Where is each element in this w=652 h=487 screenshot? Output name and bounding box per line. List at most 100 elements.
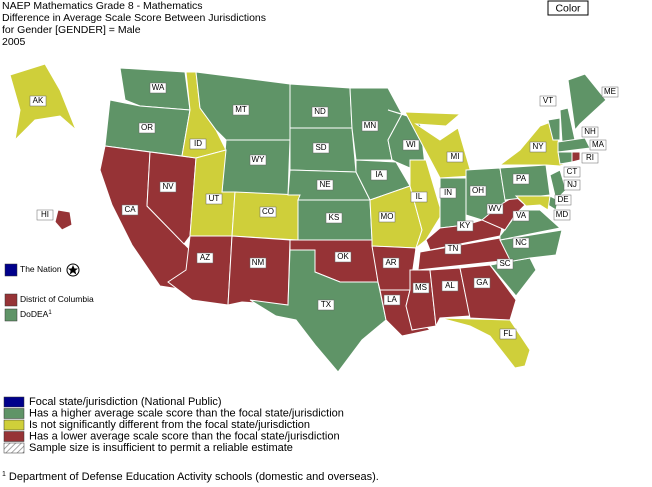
label-box bbox=[563, 179, 581, 191]
state-label: GA bbox=[476, 278, 488, 287]
label-box bbox=[469, 185, 487, 197]
state-label: HI bbox=[41, 210, 49, 219]
state-label: WI bbox=[406, 140, 416, 149]
legend-swatch bbox=[3, 408, 25, 419]
state-label: NY bbox=[532, 142, 544, 151]
label-box bbox=[439, 187, 457, 199]
label-box bbox=[512, 237, 530, 249]
state-labels: WA OR CA NV ID MT WY UT CO AZ NM ND SD NE KS OK TX MN IA MO… bbox=[29, 82, 619, 340]
label-box bbox=[232, 104, 250, 116]
side-label: The Nation bbox=[20, 264, 62, 274]
label-box bbox=[189, 138, 207, 150]
label-box bbox=[512, 173, 530, 185]
state-label: ID bbox=[194, 139, 202, 148]
label-box bbox=[196, 252, 214, 264]
label-box bbox=[378, 211, 396, 223]
state-label: MN bbox=[364, 121, 377, 130]
side-label-text: District of Columbia bbox=[20, 294, 94, 304]
label-box bbox=[383, 294, 401, 306]
label-box bbox=[205, 193, 223, 205]
state-label: AR bbox=[385, 258, 396, 267]
label-box bbox=[441, 280, 459, 292]
state bbox=[514, 195, 551, 211]
label-box bbox=[539, 95, 557, 107]
state-label: NC bbox=[515, 238, 527, 247]
state-label: MD bbox=[556, 210, 569, 219]
label-box bbox=[36, 209, 54, 221]
header-line: for Gender [GENDER] = Male bbox=[2, 24, 141, 36]
label-box bbox=[486, 203, 504, 215]
legend-label: Has a higher average scale score than th… bbox=[29, 407, 344, 419]
label-box bbox=[496, 258, 514, 270]
label-box bbox=[553, 209, 571, 221]
side-label: DoDEA1 bbox=[20, 309, 52, 319]
button-label[interactable]: Color bbox=[555, 2, 581, 14]
state-label: TN bbox=[448, 244, 459, 253]
label-box bbox=[446, 151, 464, 163]
header-line: NAEP Mathematics Grade 8 - Mathematics bbox=[2, 0, 203, 12]
state bbox=[429, 267, 471, 328]
nation-star bbox=[68, 265, 78, 275]
state-label: MO bbox=[381, 212, 394, 221]
footnote-mark: 1 bbox=[2, 471, 6, 478]
state-label: WA bbox=[152, 83, 165, 92]
state-label: CO bbox=[262, 207, 274, 216]
label-box bbox=[121, 204, 139, 216]
color-button[interactable]: Color bbox=[547, 0, 589, 16]
label-box bbox=[456, 220, 474, 232]
header-line: 2005 bbox=[2, 36, 26, 48]
label-box bbox=[370, 169, 388, 181]
label-box bbox=[581, 126, 599, 138]
label-box bbox=[563, 166, 581, 178]
state-label: OK bbox=[337, 252, 349, 261]
side-label-sup: 1 bbox=[48, 310, 52, 316]
legend-swatch bbox=[3, 396, 25, 408]
state-label: WV bbox=[489, 204, 503, 213]
label-box bbox=[402, 139, 420, 151]
label-box bbox=[316, 179, 334, 191]
label-box bbox=[311, 106, 329, 118]
state-label: SD bbox=[315, 143, 326, 152]
label-box bbox=[159, 181, 177, 193]
state-label: MT bbox=[235, 105, 247, 114]
legend: Focal state/jurisdiction (National Publi… bbox=[3, 396, 344, 454]
label-box bbox=[29, 95, 47, 107]
state bbox=[439, 317, 531, 369]
state bbox=[557, 151, 573, 165]
state-label: VT bbox=[543, 96, 553, 105]
state-label: MS bbox=[415, 283, 427, 292]
label-box bbox=[249, 154, 267, 166]
state bbox=[249, 249, 387, 373]
label-box bbox=[444, 243, 462, 255]
label-box bbox=[554, 194, 572, 206]
state-label: CT bbox=[567, 167, 578, 176]
state-label: UT bbox=[209, 194, 220, 203]
state-label: SC bbox=[499, 259, 510, 268]
side-swatch bbox=[4, 263, 18, 277]
label-box bbox=[249, 257, 267, 269]
label-box bbox=[259, 206, 277, 218]
state-label: NE bbox=[319, 180, 330, 189]
side-legend: The Nation District of Columbia DoDEA1 bbox=[4, 263, 94, 322]
state bbox=[227, 235, 291, 306]
state-label: NH bbox=[584, 127, 596, 136]
label-box bbox=[334, 251, 352, 263]
legend-label: Focal state/jurisdiction (National Publi… bbox=[29, 396, 222, 408]
state-label: TX bbox=[321, 300, 332, 309]
legend-swatch bbox=[3, 442, 25, 454]
button-frame[interactable] bbox=[547, 0, 589, 16]
label-box bbox=[601, 86, 619, 98]
state bbox=[289, 83, 353, 129]
label-box bbox=[512, 210, 530, 222]
state-label: IN bbox=[444, 188, 452, 197]
state-label: IL bbox=[416, 192, 423, 201]
state-label: NJ bbox=[567, 180, 577, 189]
state-label: AZ bbox=[200, 253, 210, 262]
state-label: FL bbox=[503, 329, 513, 338]
state-label: DE bbox=[557, 195, 568, 204]
state-label: KS bbox=[329, 213, 340, 222]
legend-swatch bbox=[3, 431, 25, 442]
state bbox=[54, 209, 73, 231]
